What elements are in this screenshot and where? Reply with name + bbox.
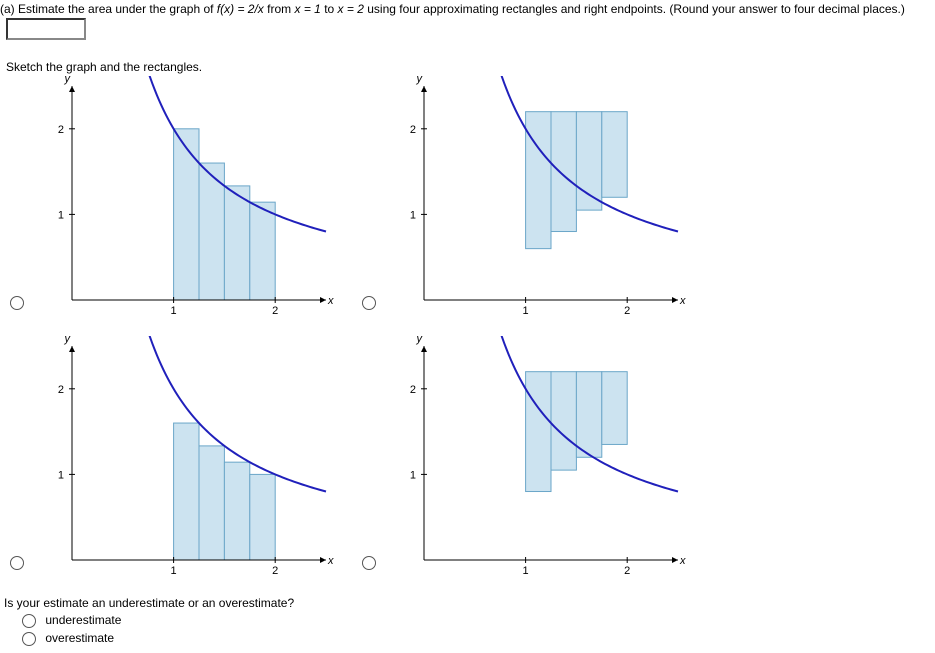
approx-rect bbox=[602, 372, 627, 445]
y-tick-label: 2 bbox=[58, 384, 64, 396]
y-axis-label: y bbox=[64, 76, 72, 85]
radio-graph-C[interactable] bbox=[10, 556, 24, 570]
approx-rect bbox=[224, 186, 249, 300]
radio-graph-B[interactable] bbox=[362, 296, 376, 310]
approx-rect bbox=[551, 112, 576, 232]
y-tick-label: 1 bbox=[58, 469, 64, 481]
x-axis-label: x bbox=[679, 555, 686, 567]
q-from: from bbox=[267, 2, 294, 16]
q-x2: x = 2 bbox=[338, 2, 364, 16]
x-arrow bbox=[320, 297, 326, 303]
estimate-question: Is your estimate an underestimate or an … bbox=[0, 596, 935, 610]
x-tick-label: 2 bbox=[272, 565, 278, 577]
question-text: (a) Estimate the area under the graph of… bbox=[0, 0, 935, 18]
q-to: to bbox=[324, 2, 337, 16]
x-tick-label: 1 bbox=[523, 305, 529, 317]
y-tick-label: 2 bbox=[410, 124, 416, 136]
graph-option-B: 1 2 1 2 x y bbox=[362, 76, 688, 326]
approx-rect bbox=[199, 446, 224, 560]
sketch-label: Sketch the graph and the rectangles. bbox=[0, 58, 935, 76]
x-tick-label: 1 bbox=[523, 565, 529, 577]
chart-C: 1 2 1 2 x y bbox=[36, 336, 336, 586]
approx-rect bbox=[526, 372, 551, 492]
radio-graph-D[interactable] bbox=[362, 556, 376, 570]
approx-rect bbox=[526, 112, 551, 249]
chart-D: 1 2 1 2 x y bbox=[388, 336, 688, 586]
q-part: (a) Estimate the area under the graph of bbox=[0, 2, 217, 16]
graph-option-D: 1 2 1 2 x y bbox=[362, 336, 688, 586]
y-arrow bbox=[421, 86, 427, 92]
approx-rect bbox=[250, 474, 275, 560]
answer-input[interactable] bbox=[6, 18, 86, 40]
x-tick-label: 1 bbox=[171, 305, 177, 317]
x-axis-label: x bbox=[327, 555, 334, 567]
y-tick-label: 2 bbox=[58, 124, 64, 136]
x-tick-label: 2 bbox=[624, 305, 630, 317]
approx-rect bbox=[174, 423, 199, 560]
x-axis-label: x bbox=[679, 295, 686, 307]
chart-A: 1 2 1 2 x y bbox=[36, 76, 336, 326]
y-axis-label: y bbox=[416, 76, 424, 85]
radio-overestimate[interactable] bbox=[22, 632, 36, 646]
chart-B: 1 2 1 2 x y bbox=[388, 76, 688, 326]
x-arrow bbox=[672, 297, 678, 303]
y-arrow bbox=[421, 346, 427, 352]
radio-graph-A[interactable] bbox=[10, 296, 24, 310]
approx-rect bbox=[602, 112, 627, 198]
x-arrow bbox=[320, 557, 326, 563]
approx-rect bbox=[224, 462, 249, 560]
x-tick-label: 2 bbox=[624, 565, 630, 577]
graph-option-A: 1 2 1 2 x y bbox=[10, 76, 336, 326]
y-axis-label: y bbox=[64, 336, 72, 345]
y-arrow bbox=[69, 86, 75, 92]
approx-rect bbox=[250, 202, 275, 300]
q-fx: f(x) = 2/x bbox=[217, 2, 264, 16]
opt-overestimate: overestimate bbox=[45, 631, 114, 645]
y-axis-label: y bbox=[416, 336, 424, 345]
y-tick-label: 1 bbox=[410, 469, 416, 481]
y-tick-label: 1 bbox=[58, 209, 64, 221]
x-arrow bbox=[672, 557, 678, 563]
y-tick-label: 2 bbox=[410, 384, 416, 396]
approx-rect bbox=[551, 372, 576, 470]
y-tick-label: 1 bbox=[410, 209, 416, 221]
graph-option-C: 1 2 1 2 x y bbox=[10, 336, 336, 586]
x-tick-label: 1 bbox=[171, 565, 177, 577]
x-tick-label: 2 bbox=[272, 305, 278, 317]
x-axis-label: x bbox=[327, 295, 334, 307]
approx-rect bbox=[576, 372, 601, 458]
radio-underestimate[interactable] bbox=[22, 614, 36, 628]
opt-underestimate: underestimate bbox=[45, 613, 121, 627]
approx-rect bbox=[174, 129, 199, 300]
q-rest: using four approximating rectangles and … bbox=[367, 2, 905, 16]
y-arrow bbox=[69, 346, 75, 352]
q-x1: x = 1 bbox=[295, 2, 321, 16]
